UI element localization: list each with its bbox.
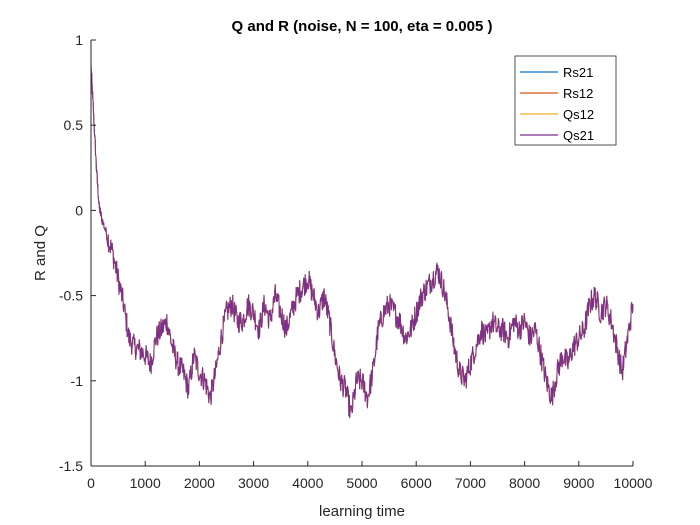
series-layer <box>90 63 634 418</box>
x-ticks: 0 1000 2000 3000 4000 5000 6000 7000 8000 9000 100… <box>87 461 653 491</box>
chart-title: Q and R (noise, N = 100, eta = 0.005 ) <box>232 18 493 35</box>
legend: Rs21 Rs12 Qs12 Qs21 <box>514 55 617 146</box>
y-tick-label: -0.5 <box>59 288 83 304</box>
y-ticks: -1.5 -1 -0.5 0 0.5 1 <box>59 32 96 474</box>
y-tick-label: -1 <box>71 373 84 389</box>
x-tick-label: 3000 <box>238 475 269 491</box>
y-tick-label: 1 <box>75 32 83 48</box>
legend-label-rs12: Rs12 <box>563 86 593 101</box>
x-tick-label: 1000 <box>130 475 161 491</box>
x-axis-label: learning time <box>319 503 405 520</box>
x-tick-label: 7000 <box>455 475 486 491</box>
y-axis-label: R and Q <box>32 225 49 281</box>
x-tick-label: 9000 <box>563 475 594 491</box>
legend-label-rs21: Rs21 <box>563 65 593 80</box>
series-line-qs21 <box>90 63 634 418</box>
x-tick-label: 2000 <box>184 475 215 491</box>
y-tick-label: 0 <box>75 202 83 218</box>
x-tick-label: 8000 <box>509 475 540 491</box>
x-tick-label: 4000 <box>292 475 323 491</box>
x-tick-label: 10000 <box>614 475 653 491</box>
legend-label-qs21: Qs21 <box>563 128 594 143</box>
legend-box <box>514 55 617 146</box>
y-tick-label: 0.5 <box>64 117 84 133</box>
x-tick-label: 5000 <box>346 475 377 491</box>
axes: 0 1000 2000 3000 4000 5000 6000 7000 8000 9000 100… <box>59 32 653 491</box>
x-tick-label: 6000 <box>401 475 432 491</box>
x-tick-label: 0 <box>87 475 95 491</box>
y-tick-label: -1.5 <box>59 458 83 474</box>
legend-label-qs12: Qs12 <box>563 107 594 122</box>
